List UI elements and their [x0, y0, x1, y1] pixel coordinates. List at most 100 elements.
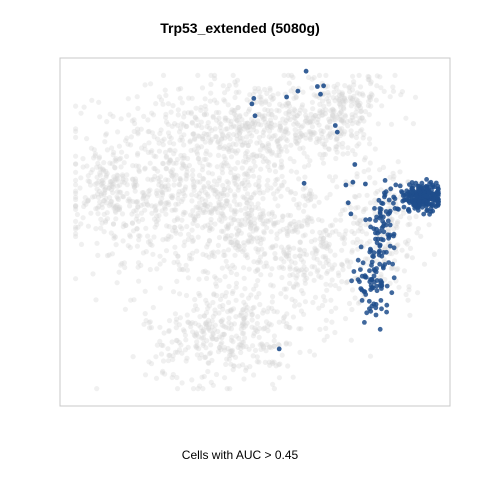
background-cell-point	[143, 225, 149, 231]
background-cell-point	[235, 217, 241, 224]
background-cell-point	[92, 181, 98, 187]
background-cell-point	[165, 177, 171, 183]
background-cell-point	[299, 267, 305, 273]
background-cell-point	[135, 131, 141, 137]
background-cell-point	[95, 211, 101, 217]
highlighted-cell-point	[387, 243, 393, 249]
background-cell-point	[277, 361, 283, 367]
background-cell-point	[113, 204, 119, 210]
background-cell-point	[253, 246, 259, 252]
highlighted-cell-point	[419, 180, 425, 186]
background-cell-point	[90, 194, 96, 200]
background-cell-point	[177, 176, 183, 182]
background-cell-point	[218, 341, 224, 347]
background-cell-point	[183, 123, 189, 130]
background-cell-point	[199, 188, 205, 194]
highlighted-cell-point	[358, 267, 363, 272]
background-cell-point	[99, 181, 105, 187]
background-cell-point	[240, 158, 247, 164]
background-cell-point	[311, 352, 317, 358]
background-cell-point	[330, 107, 336, 113]
background-cell-point	[294, 113, 300, 119]
background-cell-point	[289, 296, 295, 302]
background-cell-point	[247, 92, 253, 98]
background-cell-point	[213, 283, 220, 289]
background-cell-point	[264, 309, 270, 315]
background-cell-point	[304, 154, 310, 160]
background-cell-point	[177, 137, 183, 143]
background-cell-point	[406, 284, 412, 290]
background-cell-point	[383, 244, 389, 250]
background-cell-point	[271, 308, 277, 314]
background-cell-point	[162, 371, 168, 377]
background-cell-point	[246, 295, 252, 301]
background-cell-point	[326, 241, 332, 247]
background-cell-point	[176, 347, 183, 353]
background-cell-point	[301, 218, 307, 224]
background-cell-point	[172, 121, 178, 127]
background-cell-point	[294, 169, 300, 175]
background-cell-point	[196, 346, 202, 352]
background-cell-point	[336, 141, 342, 147]
background-cell-point	[228, 121, 234, 127]
background-cell-point	[194, 339, 200, 345]
background-cell-point	[285, 130, 291, 136]
background-cell-point	[184, 173, 190, 179]
background-cell-point	[147, 187, 153, 193]
background-cell-point	[192, 320, 198, 326]
background-cell-point	[318, 239, 324, 246]
background-cell-point	[283, 118, 289, 124]
background-cell-point	[344, 279, 351, 285]
background-cell-point	[267, 167, 273, 173]
background-cell-point	[284, 253, 290, 260]
background-cell-point	[248, 308, 254, 315]
background-cell-point	[229, 290, 235, 296]
background-cell-point	[221, 145, 227, 152]
background-cell-point	[378, 85, 384, 91]
background-cell-point	[339, 126, 345, 132]
background-cell-point	[216, 109, 222, 116]
background-cell-point	[236, 342, 242, 348]
background-cell-point	[250, 353, 256, 359]
background-cell-point	[169, 173, 175, 179]
background-cell-point	[155, 175, 161, 181]
background-cell-point	[179, 137, 185, 143]
background-cell-point	[313, 250, 319, 257]
background-cell-point	[261, 343, 267, 350]
background-cell-point	[263, 319, 270, 325]
background-cell-point	[286, 109, 292, 115]
background-cell-point	[136, 237, 142, 243]
background-cell-point	[112, 177, 119, 183]
background-cell-point	[316, 217, 322, 223]
background-cell-point	[334, 114, 340, 120]
background-cell-point	[246, 210, 252, 216]
background-cell-point	[197, 200, 203, 206]
background-cell-point	[297, 253, 303, 259]
background-cell-point	[325, 89, 331, 96]
background-cell-point	[140, 250, 146, 256]
background-cell-point	[183, 176, 189, 182]
background-cell-point	[233, 82, 239, 88]
background-cell-point	[157, 253, 163, 259]
background-cell-point	[241, 316, 247, 322]
background-cell-point	[216, 191, 222, 197]
background-cell-point	[209, 210, 215, 216]
background-cell-point	[247, 124, 253, 130]
background-cell-point	[228, 124, 234, 130]
background-cell-point	[394, 267, 400, 273]
background-cell-point	[251, 259, 257, 265]
background-cell-point	[114, 177, 120, 183]
highlighted-cell-point	[388, 186, 394, 192]
background-cell-point	[405, 222, 411, 228]
background-cell-point	[348, 205, 354, 211]
background-cell-point	[230, 288, 236, 294]
background-cell-point	[334, 136, 340, 142]
background-cell-point	[169, 169, 175, 176]
background-cell-point	[280, 265, 287, 271]
background-cell-point	[163, 154, 169, 160]
background-cell-point	[190, 172, 196, 178]
background-cell-point	[326, 232, 333, 238]
background-cell-point	[218, 346, 224, 353]
background-cell-point	[240, 362, 246, 368]
background-cell-point	[347, 118, 353, 124]
